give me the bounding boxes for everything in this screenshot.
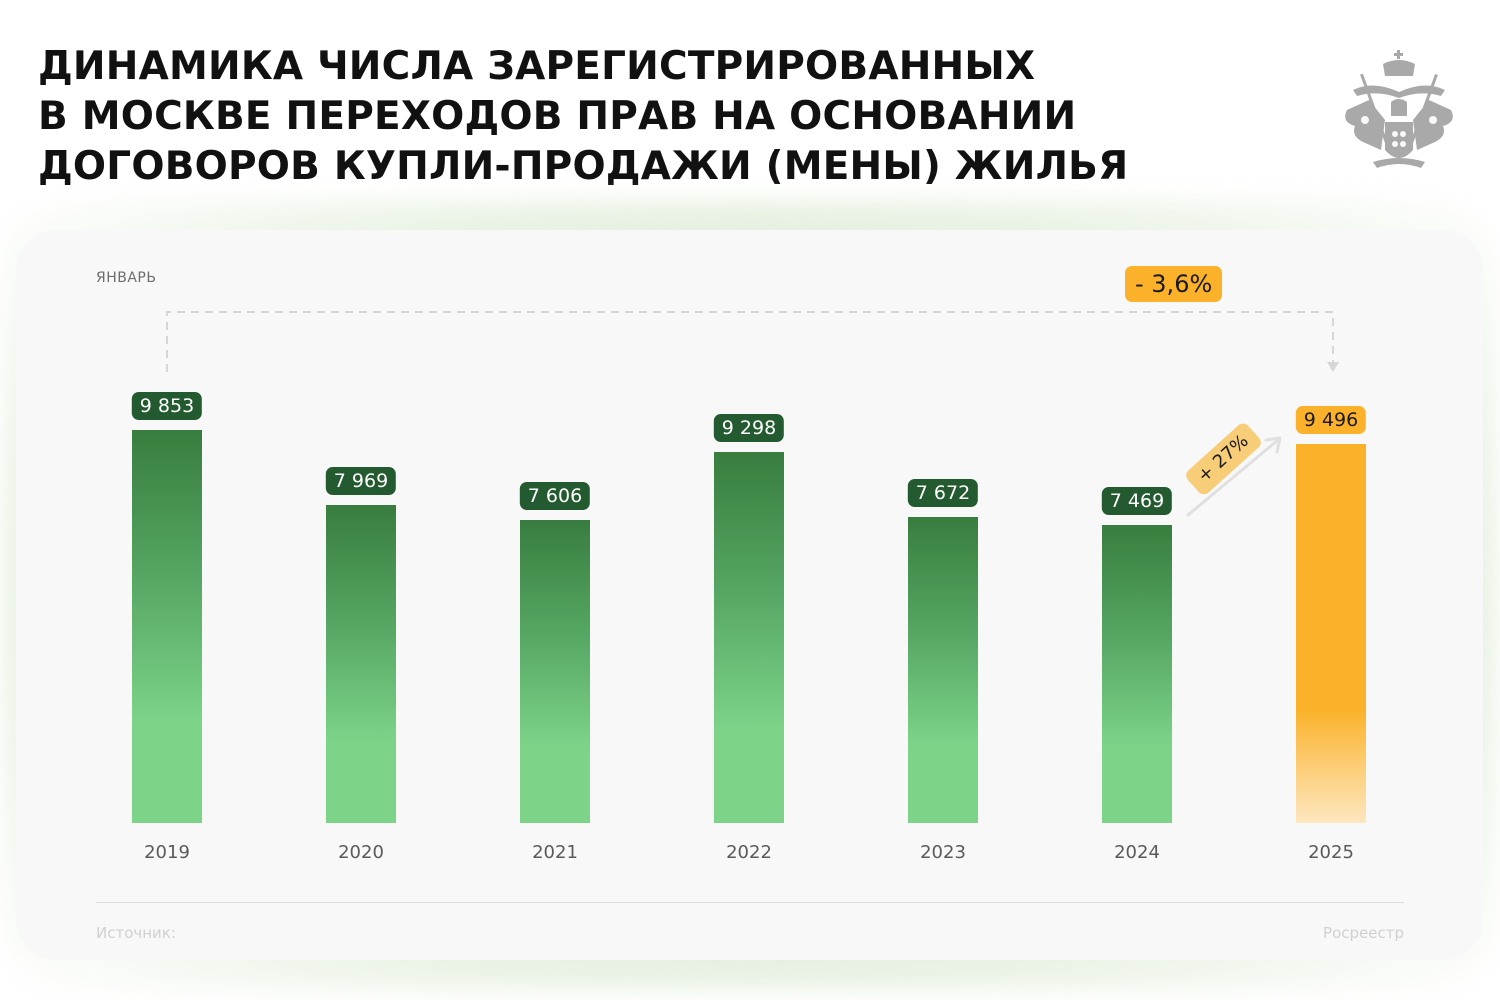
value-label-2021: 7 606: [519, 482, 591, 510]
value-label-2024: 7 469: [1101, 487, 1173, 515]
source-label: Источник:: [96, 924, 176, 942]
value-label-2025: 9 496: [1295, 406, 1367, 434]
bar-2019: [132, 430, 202, 823]
total-change-badge: - 3,6%: [1125, 266, 1223, 302]
bar-2021: [520, 520, 590, 823]
value-label-2023: 7 672: [907, 479, 979, 507]
x-tick-2022: 2022: [726, 842, 772, 863]
x-tick-2025: 2025: [1308, 842, 1354, 863]
value-label-2019: 9 853: [131, 392, 203, 420]
x-tick-2020: 2020: [338, 842, 384, 863]
period-label: ЯНВАРЬ: [96, 270, 157, 286]
bar-2023: [908, 517, 978, 823]
x-tick-2021: 2021: [532, 842, 578, 863]
source-value: Росреестр: [1323, 924, 1404, 942]
x-tick-2019: 2019: [144, 842, 190, 863]
page-title: ДИНАМИКА ЧИСЛА ЗАРЕГИСТРИРОВАННЫХ В МОСК…: [38, 44, 1129, 189]
coat-of-arms-icon: [1345, 50, 1453, 168]
value-label-2022: 9 298: [713, 414, 785, 442]
bar-2025: [1296, 444, 1366, 823]
x-tick-2023: 2023: [920, 842, 966, 863]
footer-divider: [96, 902, 1404, 903]
bar-2022: [714, 452, 784, 823]
bar-2020: [326, 505, 396, 823]
x-tick-2024: 2024: [1114, 842, 1160, 863]
bar-2024: [1102, 525, 1172, 823]
value-label-2020: 7 969: [325, 467, 397, 495]
